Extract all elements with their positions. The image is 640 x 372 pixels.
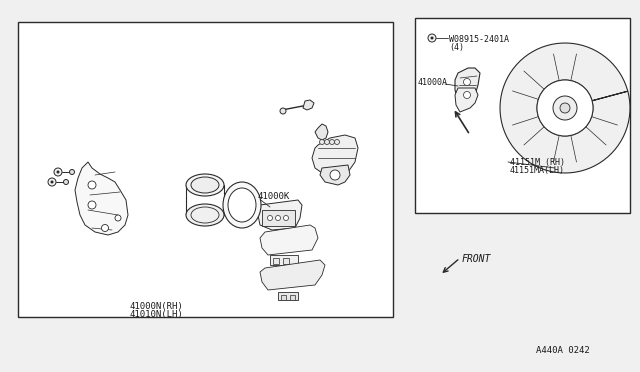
Text: (4): (4) bbox=[449, 43, 464, 52]
Ellipse shape bbox=[228, 188, 256, 222]
Text: 41000A: 41000A bbox=[418, 77, 448, 87]
Ellipse shape bbox=[191, 177, 219, 193]
Circle shape bbox=[463, 78, 470, 86]
Circle shape bbox=[431, 36, 433, 39]
Circle shape bbox=[88, 201, 96, 209]
Bar bbox=[262, 210, 295, 226]
Bar bbox=[18, 22, 393, 317]
Bar bbox=[273, 258, 279, 264]
Bar bbox=[290, 295, 295, 300]
Circle shape bbox=[48, 178, 56, 186]
Circle shape bbox=[463, 92, 470, 99]
Circle shape bbox=[115, 215, 121, 221]
Text: 41151MA(LH): 41151MA(LH) bbox=[510, 166, 565, 175]
Circle shape bbox=[280, 108, 286, 114]
Circle shape bbox=[102, 224, 109, 231]
Polygon shape bbox=[303, 100, 314, 110]
Text: A440A 0242: A440A 0242 bbox=[536, 346, 590, 355]
Polygon shape bbox=[320, 165, 350, 185]
Circle shape bbox=[63, 180, 68, 185]
Circle shape bbox=[319, 140, 324, 144]
Circle shape bbox=[88, 181, 96, 189]
Circle shape bbox=[324, 140, 330, 144]
Circle shape bbox=[284, 215, 289, 221]
Polygon shape bbox=[75, 162, 128, 235]
Bar bbox=[415, 18, 630, 213]
Polygon shape bbox=[260, 225, 318, 255]
Polygon shape bbox=[258, 200, 302, 230]
Circle shape bbox=[330, 170, 340, 180]
Bar bbox=[283, 258, 289, 264]
Text: 41000K: 41000K bbox=[258, 192, 291, 201]
Circle shape bbox=[428, 34, 436, 42]
Circle shape bbox=[560, 103, 570, 113]
Ellipse shape bbox=[186, 204, 224, 226]
Polygon shape bbox=[455, 68, 480, 105]
Circle shape bbox=[275, 215, 280, 221]
Ellipse shape bbox=[186, 174, 224, 196]
Text: 41010N(LH): 41010N(LH) bbox=[130, 310, 184, 319]
Text: FRONT: FRONT bbox=[462, 254, 492, 264]
Text: W08915-2401A: W08915-2401A bbox=[449, 35, 509, 44]
Circle shape bbox=[537, 80, 593, 136]
Circle shape bbox=[553, 96, 577, 120]
Circle shape bbox=[56, 170, 60, 173]
Circle shape bbox=[54, 168, 62, 176]
Bar bbox=[281, 295, 286, 300]
Circle shape bbox=[268, 215, 273, 221]
Polygon shape bbox=[455, 88, 478, 112]
Bar bbox=[270, 255, 298, 265]
Bar bbox=[278, 292, 298, 300]
Text: 41000N(RH): 41000N(RH) bbox=[130, 302, 184, 311]
Polygon shape bbox=[315, 124, 328, 140]
Polygon shape bbox=[500, 43, 630, 173]
Polygon shape bbox=[312, 135, 358, 178]
Circle shape bbox=[335, 140, 339, 144]
Circle shape bbox=[51, 180, 54, 183]
Polygon shape bbox=[260, 260, 325, 290]
Circle shape bbox=[70, 170, 74, 174]
Ellipse shape bbox=[223, 182, 261, 228]
Circle shape bbox=[330, 140, 335, 144]
Text: 41151M (RH): 41151M (RH) bbox=[510, 158, 565, 167]
